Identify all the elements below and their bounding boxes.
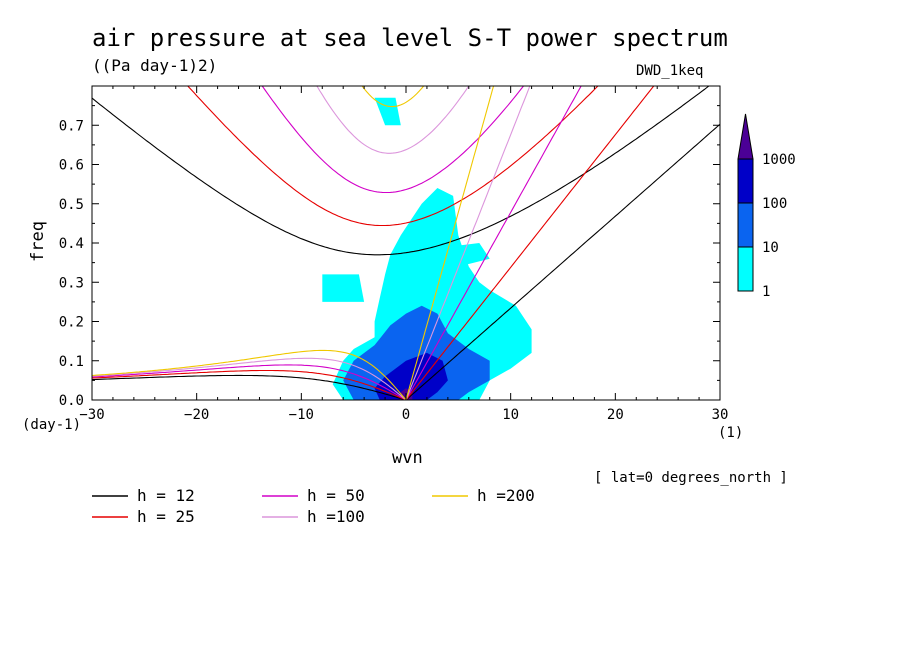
dispersion-ig-h100 <box>316 86 470 154</box>
y-tick-label: 0.7 <box>59 118 84 134</box>
y-tick-label: 0.2 <box>59 315 84 331</box>
dispersion-kelvin-h12 <box>405 123 720 400</box>
x-axis-ticks: −30 −20 −10 0 10 20 30 <box>79 86 728 423</box>
dispersion-ig-h50 <box>261 86 525 194</box>
legend <box>92 495 468 518</box>
colorbar-label: 1 <box>762 284 770 300</box>
y-axis-unit: (day-1) <box>22 417 82 433</box>
dispersion-kelvin-h25 <box>405 86 655 400</box>
y-tick-label: 0.1 <box>59 354 84 370</box>
x-axis-unit: (1) <box>718 425 744 441</box>
x-axis-label: wvn <box>392 448 423 468</box>
chart-subtitle: ((Pa day-1)2) <box>92 56 218 75</box>
y-tick-label: 0.5 <box>59 197 84 213</box>
colorbar-segment-2 <box>737 158 754 204</box>
latitude-annotation: [ lat=0 degrees_north ] <box>594 470 788 486</box>
dispersion-rossby-h12 <box>92 374 407 400</box>
spectrum-region-2 <box>322 274 365 302</box>
x-tick-label: 0 <box>402 407 410 423</box>
colorbar: 1 10 100 1000 <box>737 113 796 300</box>
colorbar-segment-0 <box>737 246 754 292</box>
dispersion-kelvin-h50 <box>405 86 582 400</box>
y-tick-label: 0.3 <box>59 275 84 291</box>
dispersion-curves <box>92 86 720 400</box>
x-tick-label: −10 <box>289 407 314 423</box>
y-tick-label: 0.0 <box>59 393 84 409</box>
dispersion-kelvin-h200 <box>405 86 495 400</box>
dispersion-rossby-h100 <box>92 357 407 400</box>
y-axis-ticks: 0.0 0.1 0.2 0.3 0.4 0.5 0.6 0.7 <box>59 105 720 409</box>
legend-label-h12: h = 12 <box>137 486 195 505</box>
colorbar-label: 1000 <box>762 152 796 168</box>
dispersion-ig-h12 <box>92 86 710 256</box>
dispersion-ig-h25 <box>187 86 599 227</box>
dispersion-ig-h200 <box>361 86 425 108</box>
colorbar-label: 100 <box>762 196 787 212</box>
dispersion-kelvin-h100 <box>405 86 531 400</box>
legend-label-h100: h =100 <box>307 507 365 526</box>
x-tick-label: 10 <box>502 407 519 423</box>
chart-title: air pressure at sea level S-T power spec… <box>92 24 728 52</box>
legend-label-h50: h = 50 <box>307 486 365 505</box>
colorbar-extend-arrow <box>737 113 754 160</box>
x-tick-label: 30 <box>712 407 729 423</box>
spectrum-region-3 <box>447 243 490 267</box>
spectrum-shading <box>322 97 532 400</box>
y-tick-label: 0.6 <box>59 158 84 174</box>
dispersion-rossby-h25 <box>92 369 407 400</box>
dataset-label: DWD_1keq <box>636 63 704 79</box>
legend-label-h25: h = 25 <box>137 507 195 526</box>
y-tick-label: 0.4 <box>59 236 84 252</box>
x-tick-label: −20 <box>184 407 209 423</box>
x-tick-label: −30 <box>79 407 104 423</box>
colorbar-label: 10 <box>762 240 779 256</box>
legend-label-h200: h =200 <box>477 486 535 505</box>
x-tick-label: 20 <box>607 407 624 423</box>
colorbar-segment-1 <box>737 202 754 248</box>
dispersion-rossby-h50 <box>92 364 407 400</box>
spectrum-region-1 <box>374 97 401 126</box>
dispersion-rossby-h200 <box>92 349 407 400</box>
spectrum-region-4 <box>343 305 490 400</box>
spectrum-region-5 <box>374 352 448 400</box>
